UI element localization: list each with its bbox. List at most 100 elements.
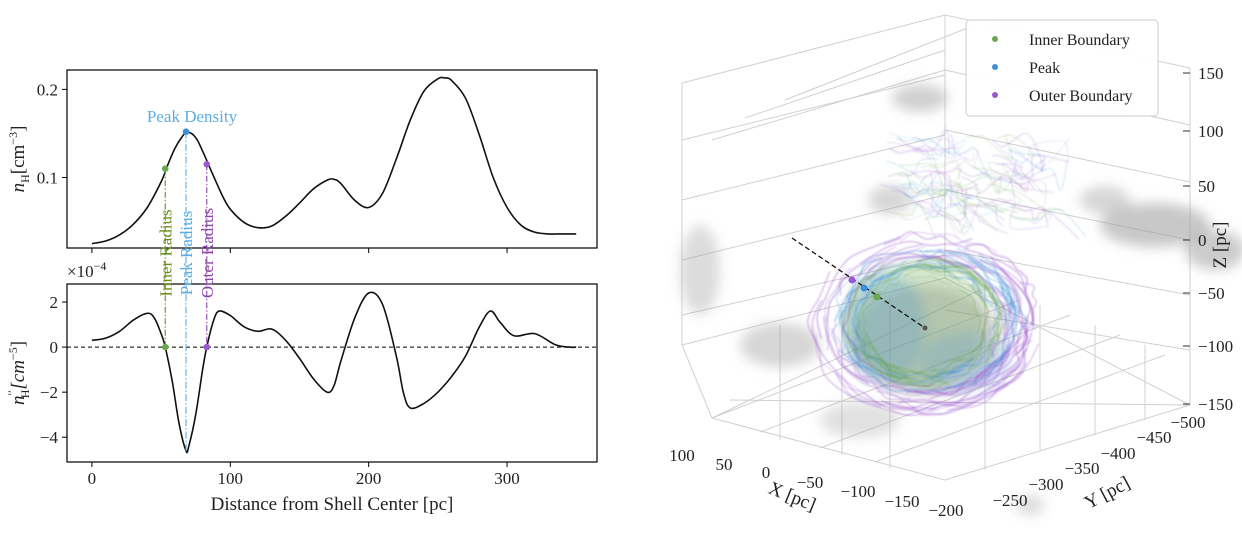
shell-filament xyxy=(842,263,886,353)
second-derivative-plot-area xyxy=(67,291,597,454)
density-marker-1 xyxy=(182,128,190,135)
upper-filament xyxy=(929,160,962,180)
shell-filament xyxy=(811,300,885,407)
upper-filament xyxy=(933,188,1005,214)
legend-peak-marker xyxy=(992,64,998,70)
second-derivative-xtick-label: 100 xyxy=(218,469,244,488)
density-ylabel: nH[cm−3] xyxy=(6,126,32,193)
upper-filament xyxy=(890,145,959,155)
density-plot-area xyxy=(91,76,577,245)
x-tick-label-3d: 50 xyxy=(716,455,733,474)
shell-3d-panel: 150 100 50 0 −50 −100 −150 Z [pc] 100 50 0 −50 −10… xyxy=(669,14,1242,520)
y-axis-ticks-3d: −250−300−350−400−450−500 xyxy=(992,413,1205,510)
upper-filament xyxy=(1015,161,1068,191)
density-marker-0 xyxy=(161,165,169,172)
shell-filament xyxy=(957,329,985,362)
shell-filament xyxy=(857,277,898,353)
upper-filament xyxy=(900,212,958,239)
shell-filament xyxy=(903,371,959,379)
shell-filament xyxy=(865,250,929,276)
shell-filament xyxy=(899,231,998,253)
upper-filament xyxy=(998,137,1070,169)
upper-filament xyxy=(1013,208,1087,237)
y-tick-label-3d: −500 xyxy=(1170,413,1205,432)
upper-filament xyxy=(923,214,966,234)
shell-filament xyxy=(860,323,937,374)
legend-outer-label: Outer Boundary xyxy=(1029,88,1133,105)
upper-filament xyxy=(995,159,1046,181)
upper-filament xyxy=(974,159,1018,184)
z-tick-label: 150 xyxy=(1198,64,1224,83)
shell-center-marker-3d xyxy=(922,325,928,331)
x-tick-label-3d: 0 xyxy=(762,463,771,482)
x-tick-label-3d: −200 xyxy=(928,501,963,520)
z-tick-label: −100 xyxy=(1198,337,1233,356)
legend-peak-label: Peak xyxy=(1029,60,1060,77)
upper-filament xyxy=(965,135,1014,161)
distance-xlabel: Distance from Shell Center [pc] xyxy=(211,494,454,515)
upper-filament xyxy=(994,188,1052,221)
upper-filament xyxy=(991,154,1035,190)
shell-filament xyxy=(903,269,987,310)
y-tick-label-3d: −300 xyxy=(1028,475,1063,494)
upper-filament xyxy=(917,139,966,156)
shell-filament xyxy=(957,316,1010,387)
upper-filament xyxy=(986,183,1030,212)
shell-filament xyxy=(931,256,999,305)
shell-filament xyxy=(942,346,972,363)
upper-filament xyxy=(991,132,1044,172)
shell-filament xyxy=(846,273,876,336)
second-derivative-curve xyxy=(91,291,577,454)
radius-label-1: Peak Radius xyxy=(177,211,196,296)
shell-filament xyxy=(991,302,1008,358)
y-tick-label-3d: −350 xyxy=(1064,459,1099,478)
shell-filaments xyxy=(806,124,1087,416)
shell-filament xyxy=(888,264,985,292)
legend-box xyxy=(965,19,1159,117)
upper-filament xyxy=(1018,205,1080,240)
shell-filament xyxy=(958,288,981,334)
upper-filament xyxy=(938,204,999,234)
shell-filament xyxy=(909,276,953,286)
shell-filament xyxy=(856,372,984,396)
upper-filament xyxy=(1007,148,1046,163)
shell-filament xyxy=(930,306,1003,383)
shell-filament xyxy=(859,343,936,381)
upper-filament xyxy=(997,134,1037,158)
second-derivative-ytick-label: 0 xyxy=(50,338,59,357)
shell-filament xyxy=(950,355,985,374)
shell-filament xyxy=(859,240,970,266)
line-of-sight xyxy=(791,237,926,329)
upper-filament xyxy=(899,152,944,189)
y-tick-label-3d: −450 xyxy=(1136,428,1171,447)
shell-filament xyxy=(937,249,1024,345)
second-derivative-ylabel: n′′H[cm−5] xyxy=(5,341,32,405)
derivative-marker-0 xyxy=(161,343,169,351)
upper-filament xyxy=(1013,140,1069,162)
shell-filament xyxy=(914,264,981,295)
shell-filament xyxy=(834,372,1002,416)
shell-filament xyxy=(978,253,1027,338)
shell-filament xyxy=(950,335,1020,394)
shell-filament xyxy=(897,348,1028,407)
density-curve xyxy=(91,76,577,245)
upper-filament xyxy=(919,157,967,170)
upper-filament xyxy=(965,201,1004,228)
upper-filament xyxy=(897,170,953,206)
z-tick-label: −50 xyxy=(1198,284,1225,303)
upper-filament xyxy=(987,162,1046,196)
peak-density-label: Peak Density xyxy=(147,107,238,126)
x-tick-label-3d: −100 xyxy=(840,482,875,501)
shell-filament xyxy=(827,340,923,404)
x-axis-ticks-3d: 100 50 0 −50 −100 −150 −200 xyxy=(669,446,963,520)
outer-boundary-marker-3d xyxy=(848,276,856,284)
shell-filament xyxy=(931,330,985,372)
legend-inner-label: Inner Boundary xyxy=(1029,32,1130,49)
z-tick-label: 100 xyxy=(1198,122,1224,141)
shell-filament xyxy=(838,348,964,393)
x-tick-label-3d: −150 xyxy=(884,492,919,511)
density-axes-frame xyxy=(66,69,598,249)
offset-text: ×10−4 xyxy=(67,259,106,281)
second-derivative-xtick-label: 200 xyxy=(356,469,382,488)
